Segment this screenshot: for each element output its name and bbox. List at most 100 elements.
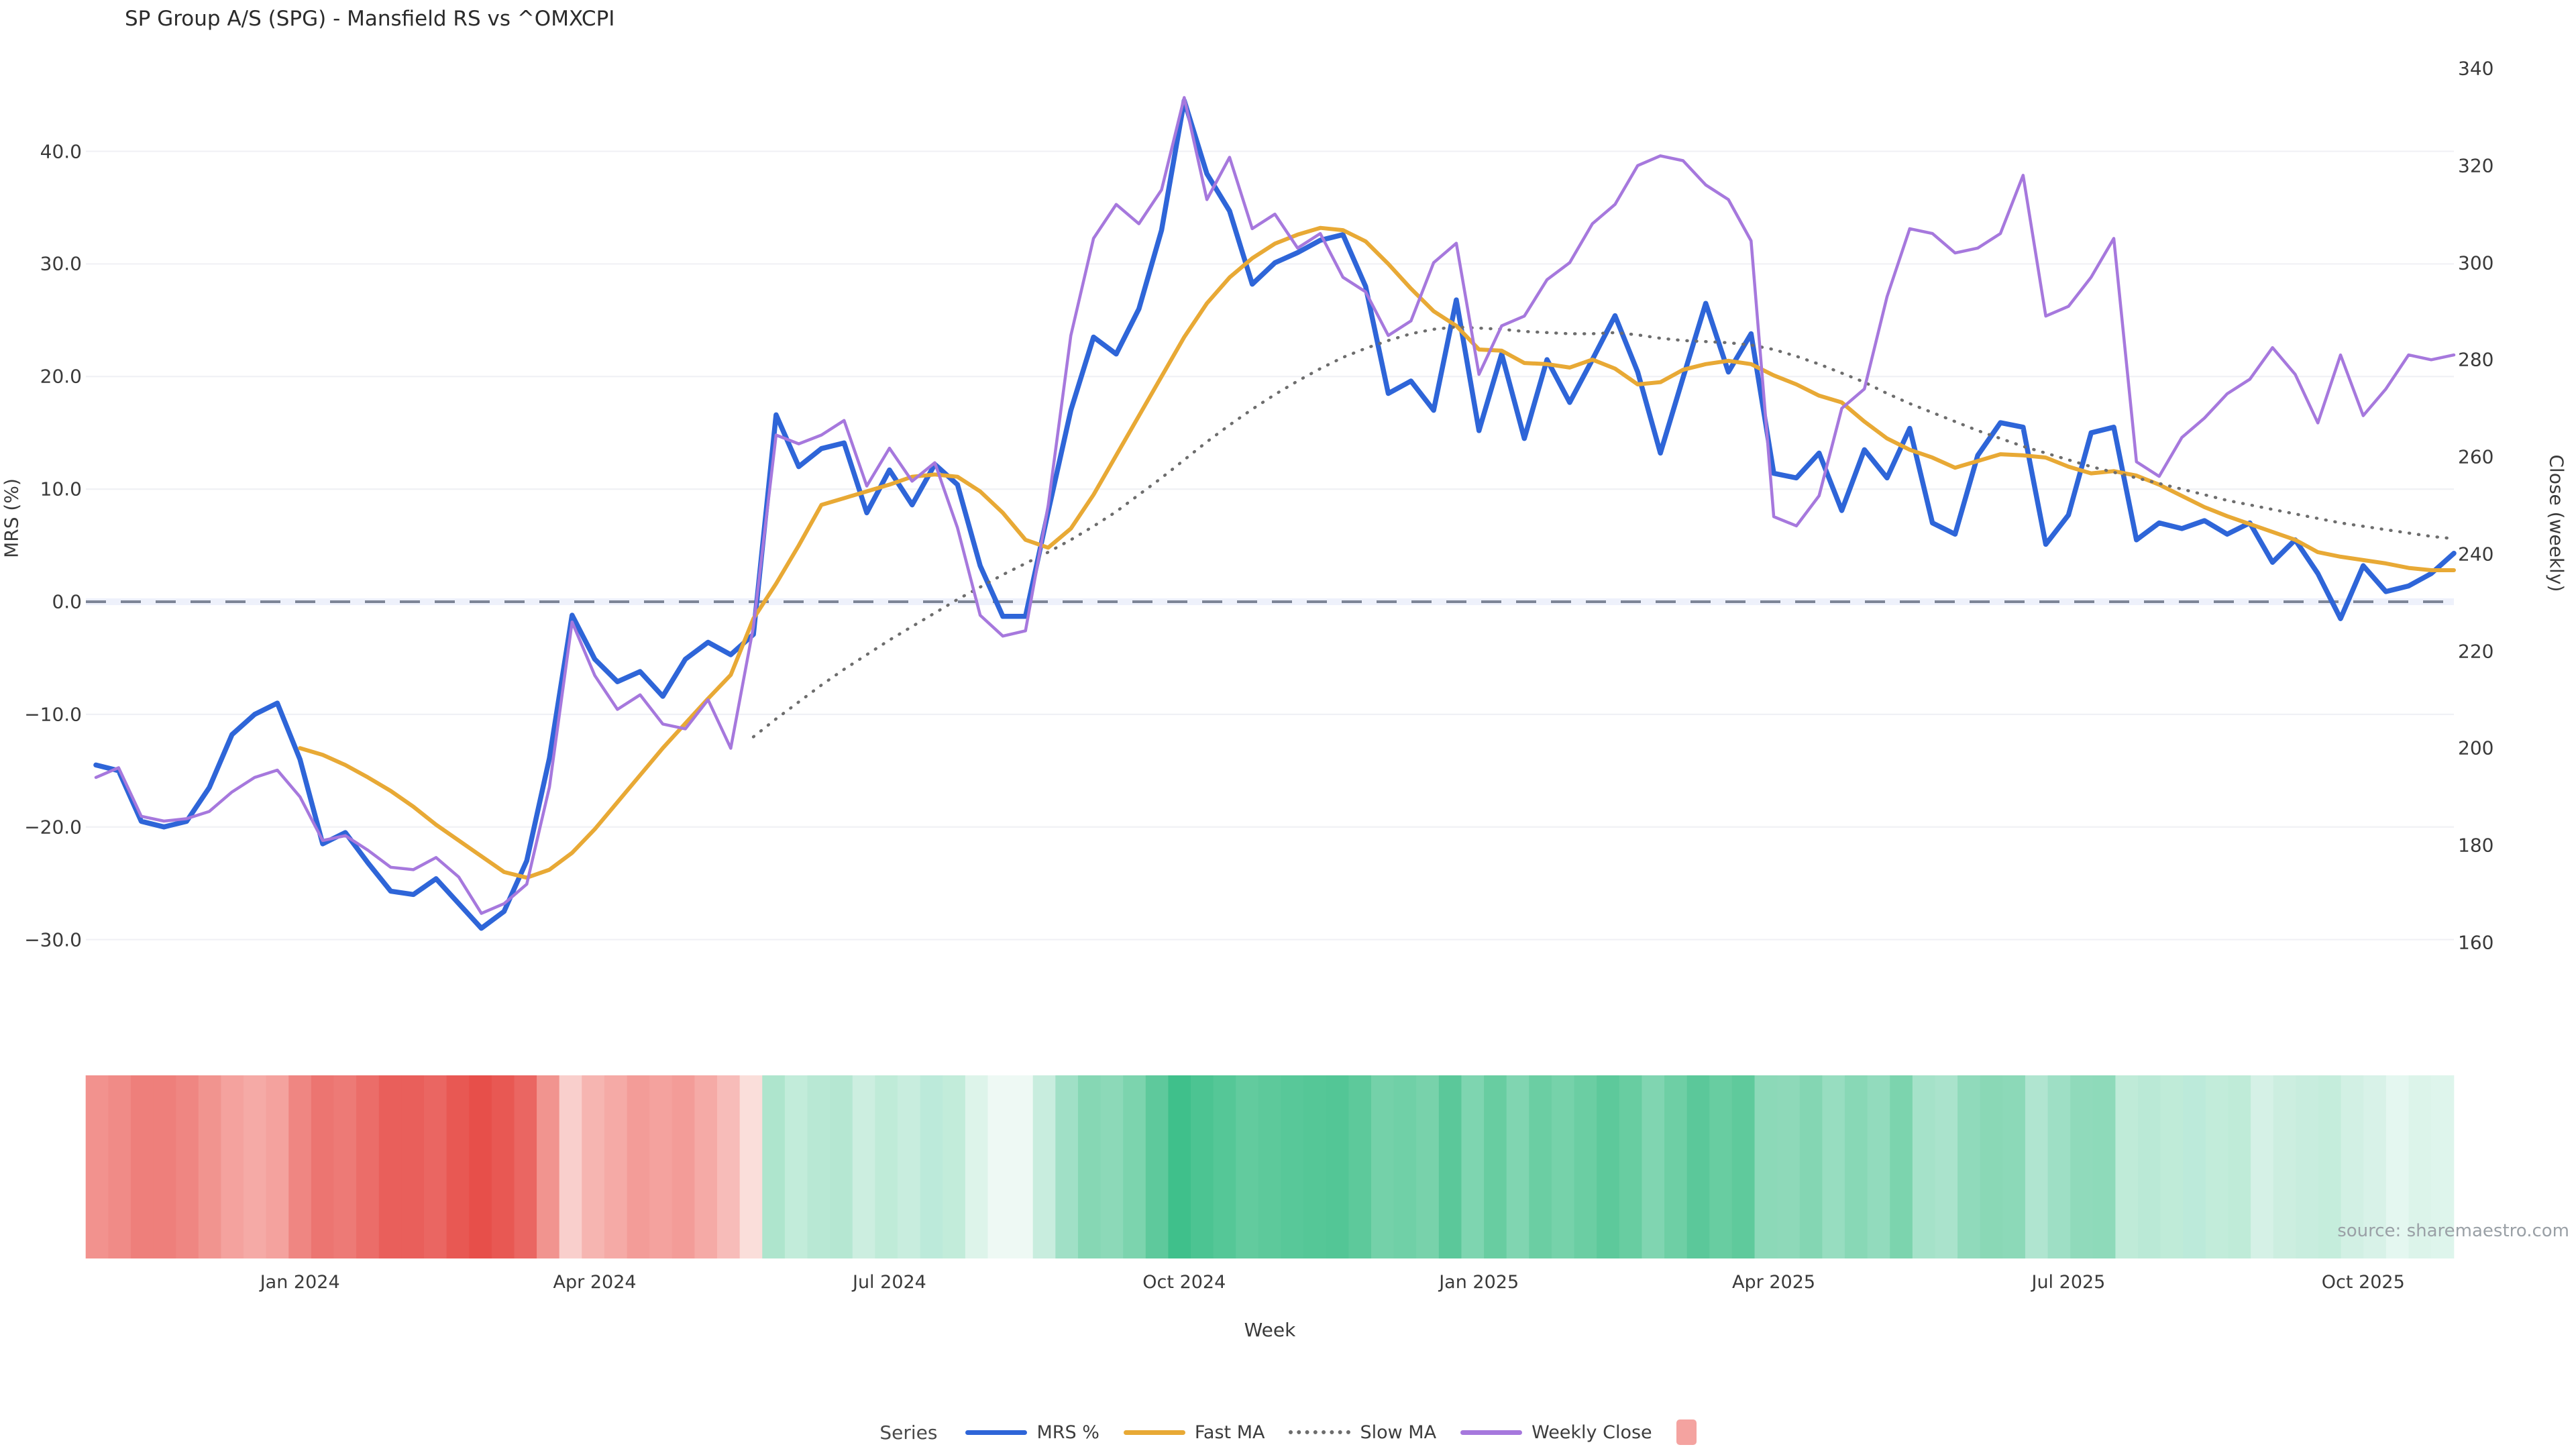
heatmap-cell <box>1191 1075 1214 1258</box>
heatmap-cell <box>1123 1075 1146 1258</box>
heatmap-cell <box>1642 1075 1665 1258</box>
series-slow-ma <box>751 325 2456 739</box>
heatmap-cell <box>288 1075 312 1258</box>
heatmap-cell <box>1844 1075 1868 1258</box>
heatmap-cell <box>1619 1075 1643 1258</box>
left-tick-label: −10.0 <box>24 703 82 726</box>
heatmap-cell <box>1281 1075 1304 1258</box>
heatmap-cell <box>807 1075 830 1258</box>
heatmap-cell <box>1213 1075 1236 1258</box>
right-tick-label: 280 <box>2458 348 2494 371</box>
zero-band <box>86 598 2454 605</box>
heatmap-cell <box>1957 1075 1981 1258</box>
heatmap-cell <box>1438 1075 1462 1258</box>
heatmap-cell <box>130 1075 154 1258</box>
heatmap-cell <box>1416 1075 1440 1258</box>
heatmap-cell <box>582 1075 605 1258</box>
x-tick-label: Jan 2024 <box>260 1272 340 1293</box>
source-credit: source: sharemaestro.com <box>2337 1221 2569 1241</box>
heatmap-cell <box>1754 1075 1778 1258</box>
heatmap-cell <box>2273 1075 2296 1258</box>
heatmap-cell <box>1980 1075 2003 1258</box>
heatmap-cell <box>1822 1075 1845 1258</box>
heatmap-cell <box>830 1075 853 1258</box>
heatmap-cell <box>2385 1075 2410 1258</box>
heatmap-cell <box>943 1075 966 1258</box>
heatmap-cell <box>1597 1075 1620 1258</box>
heatmap-cell <box>1168 1075 1191 1258</box>
legend-item-label: MRS % <box>1036 1421 1099 1443</box>
heatmap-cell <box>1236 1075 1259 1258</box>
heatmap-cell <box>1709 1075 1733 1258</box>
heatmap-cell <box>559 1075 582 1258</box>
heatmap-cell <box>2002 1075 2026 1258</box>
heatmap-cell <box>1935 1075 1958 1258</box>
heatmap-cell <box>2341 1075 2364 1258</box>
heatmap-cell <box>2138 1075 2161 1258</box>
left-axis-label: MRS (%) <box>0 478 23 558</box>
legend-swatch-square <box>1676 1419 1697 1445</box>
heatmap-cell <box>514 1075 537 1258</box>
heatmap-cell <box>1032 1075 1056 1258</box>
right-tick-label: 260 <box>2458 445 2494 468</box>
heatmap-cell <box>378 1075 402 1258</box>
heatmap-cell <box>2115 1075 2139 1258</box>
heatmap-cell <box>2296 1075 2319 1258</box>
legend-title: Series <box>879 1421 938 1444</box>
left-tick-label: 30.0 <box>40 252 82 275</box>
legend-item-label: Weekly Close <box>1532 1421 1652 1443</box>
right-tick-label: 180 <box>2458 834 2494 857</box>
heatmap-cell <box>965 1075 989 1258</box>
heatmap-cell <box>1393 1075 1417 1258</box>
heatmap-cell <box>1912 1075 1936 1258</box>
heatmap-cell <box>1799 1075 1823 1258</box>
x-tick-label: Apr 2024 <box>553 1272 637 1293</box>
heatmap-cell <box>1100 1075 1124 1258</box>
legend-item-label: Fast MA <box>1194 1421 1265 1443</box>
heatmap-cell <box>1686 1075 1710 1258</box>
heatmap-cell <box>2318 1075 2342 1258</box>
x-tick-label: Jul 2024 <box>852 1272 926 1293</box>
heatmap-cell <box>153 1075 176 1258</box>
heatmap-cell <box>1506 1075 1529 1258</box>
heatmap-cell <box>920 1075 943 1258</box>
heatmap-cell <box>875 1075 898 1258</box>
heatmap-cell <box>537 1075 560 1258</box>
legend-item-weekly-close: Weekly Close <box>1460 1422 1652 1443</box>
heatmap-cell <box>1371 1075 1395 1258</box>
heatmap-cell <box>1777 1075 1801 1258</box>
heatmap-cell <box>1461 1075 1485 1258</box>
heatmap-cell <box>2205 1075 2229 1258</box>
series-mrs- <box>93 98 2457 931</box>
left-tick-label: −20.0 <box>24 816 82 839</box>
heatmap-cell <box>784 1075 808 1258</box>
heatmap-cell <box>176 1075 199 1258</box>
heatmap-cell <box>401 1075 425 1258</box>
left-tick-label: 40.0 <box>40 140 82 163</box>
left-tick-label: 20.0 <box>40 365 82 388</box>
heatmap-cell <box>469 1075 492 1258</box>
x-tick-label: Jan 2025 <box>1439 1272 1519 1293</box>
right-tick-label: 320 <box>2458 154 2494 177</box>
heatmap-cell <box>1484 1075 1507 1258</box>
left-tick-label: −30.0 <box>24 928 82 951</box>
heatmap-cell <box>1731 1075 1756 1258</box>
heatmap-cell <box>694 1075 718 1258</box>
heatmap-cell <box>333 1075 357 1258</box>
series-fast-ma <box>298 225 2456 880</box>
heatmap-cell <box>2025 1075 2049 1258</box>
heatmap-cell <box>2183 1075 2206 1258</box>
heatmap-cell <box>1258 1075 1282 1258</box>
heatmap-cell <box>2363 1075 2387 1258</box>
heatmap-cell <box>1890 1075 1913 1258</box>
heatmap-cell <box>2251 1075 2274 1258</box>
legend-swatch-dotted <box>1289 1430 1351 1434</box>
heatmap-cell <box>1664 1075 1688 1258</box>
heatmap-cell <box>2431 1075 2455 1258</box>
heatmap-cell <box>221 1075 244 1258</box>
heatmap-cell <box>987 1075 1011 1258</box>
heatmap-cell <box>897 1075 921 1258</box>
heatmap-cell <box>266 1075 289 1258</box>
heatmap-cell <box>739 1075 763 1258</box>
